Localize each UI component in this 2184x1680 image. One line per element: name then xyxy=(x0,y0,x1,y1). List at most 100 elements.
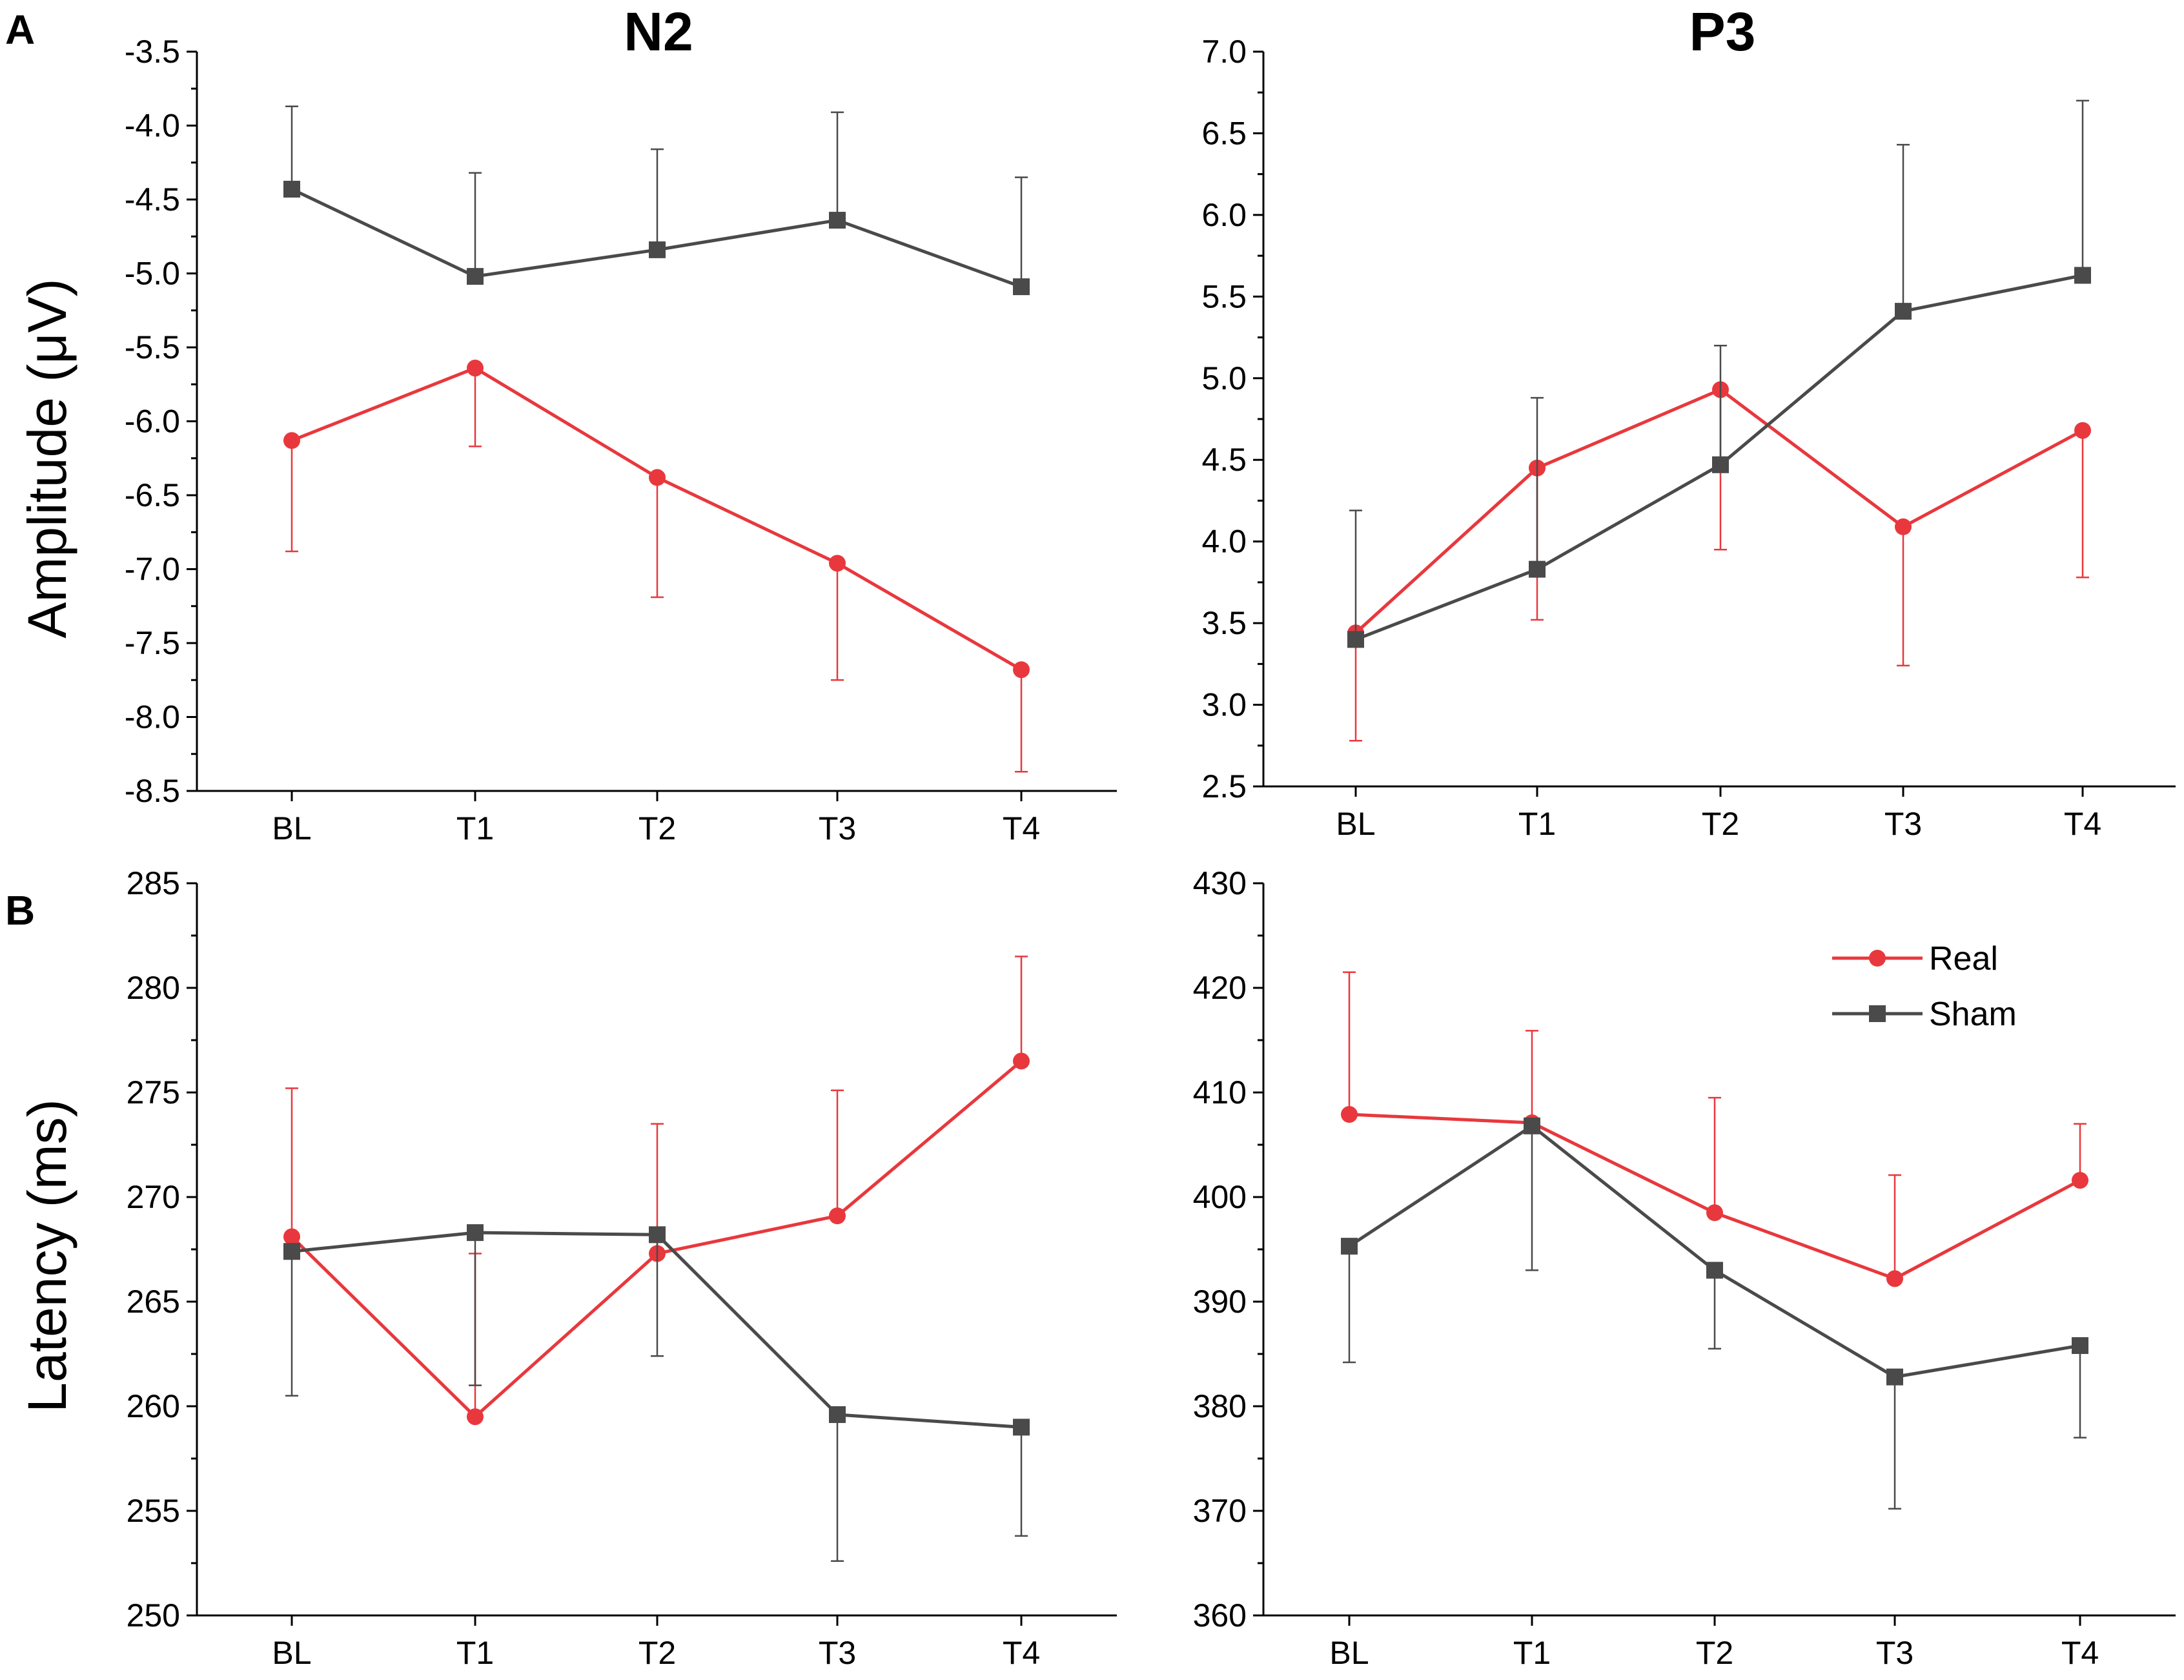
x-tick-label-n2-amplitude: T2 xyxy=(638,810,676,846)
data-point-sham xyxy=(2074,267,2091,284)
data-point-sham xyxy=(1529,560,1546,578)
y-tick-label-n2-amplitude: -3.5 xyxy=(125,34,180,70)
y-tick-label-n2-latency: 285 xyxy=(127,865,180,901)
y-axis-label-latency: Latency (ms) xyxy=(17,1099,77,1412)
x-tick-label-p3-amplitude: BL xyxy=(1336,806,1375,842)
panel-letter-b: B xyxy=(5,887,35,934)
data-point-real xyxy=(1013,661,1030,679)
y-axis-label-amplitude: Amplitude (μV) xyxy=(17,278,77,638)
x-tick-label-n2-latency: T2 xyxy=(638,1635,676,1671)
data-point-real xyxy=(829,1207,846,1225)
y-tick-label-n2-amplitude: -6.0 xyxy=(125,404,180,440)
data-point-sham xyxy=(283,180,300,198)
data-point-real xyxy=(283,432,300,449)
y-tick-label-n2-amplitude: -5.0 xyxy=(125,256,180,292)
data-point-sham xyxy=(649,241,666,258)
chart-p3-amplitude: 2.5 3.0 3.5 4.0 4.5 5.0 5.5 6.0 6.5 7.0 BL T1 T2 T3 T4 xyxy=(1201,34,2176,842)
x-tick-label-p3-latency: BL xyxy=(1329,1635,1369,1671)
y-tick-label-p3-amplitude: 4.5 xyxy=(1201,442,1247,478)
y-tick-label-p3-latency: 430 xyxy=(1193,865,1247,901)
data-point-real xyxy=(1341,1106,1358,1123)
x-tick-label-p3-latency: T1 xyxy=(1513,1635,1551,1671)
data-point-sham xyxy=(1347,631,1364,648)
x-tick-label-n2-amplitude: BL xyxy=(272,810,311,846)
data-point-sham xyxy=(467,1224,484,1242)
legend-sham-marker xyxy=(1869,1005,1886,1022)
y-tick-label-n2-amplitude: -4.5 xyxy=(125,181,180,218)
data-point-sham xyxy=(467,268,484,285)
y-tick-label-n2-amplitude: -7.0 xyxy=(125,551,180,588)
x-tick-label-n2-amplitude: T4 xyxy=(1003,810,1040,846)
y-tick-label-p3-latency: 390 xyxy=(1193,1284,1247,1320)
data-point-real xyxy=(1706,1204,1723,1222)
chart-n2-amplitude: -3.5 -4.0 -4.5 -5.0 -5.5 -6.0 -6.5 -7.0 -7.5 -8.0… xyxy=(125,34,1117,846)
y-tick-label-n2-amplitude: -7.5 xyxy=(125,625,180,661)
data-point-real xyxy=(467,1408,484,1426)
y-tick-label-p3-amplitude: 2.5 xyxy=(1201,768,1247,804)
y-tick-label-n2-amplitude: -8.5 xyxy=(125,773,180,809)
data-point-sham xyxy=(829,1406,846,1423)
x-tick-label-n2-latency: T3 xyxy=(819,1635,856,1671)
data-point-real xyxy=(2072,1172,2088,1189)
y-tick-label-p3-amplitude: 6.0 xyxy=(1201,197,1247,233)
x-tick-label-n2-amplitude: T1 xyxy=(456,810,494,846)
y-tick-label-p3-amplitude: 6.5 xyxy=(1201,115,1247,151)
y-tick-label-n2-latency: 275 xyxy=(127,1074,180,1111)
x-tick-label-p3-amplitude: T2 xyxy=(1702,806,1739,842)
data-point-sham xyxy=(1013,278,1030,296)
data-point-sham xyxy=(1886,1368,1903,1386)
data-point-sham xyxy=(1706,1262,1723,1279)
y-tick-label-n2-latency: 250 xyxy=(127,1597,180,1634)
y-tick-label-p3-amplitude: 5.5 xyxy=(1201,278,1247,314)
y-tick-label-n2-latency: 255 xyxy=(127,1493,180,1529)
y-tick-label-p3-latency: 410 xyxy=(1193,1074,1247,1111)
data-point-real xyxy=(283,1228,300,1245)
y-tick-label-p3-amplitude: 3.5 xyxy=(1201,605,1247,641)
x-tick-label-p3-amplitude: T1 xyxy=(1518,806,1556,842)
data-point-real xyxy=(829,555,846,572)
y-tick-label-p3-latency: 370 xyxy=(1193,1493,1247,1529)
y-tick-label-p3-latency: 420 xyxy=(1193,970,1247,1006)
x-tick-label-n2-latency: BL xyxy=(272,1635,311,1671)
panel-letter-a: A xyxy=(5,6,35,53)
legend-real-marker xyxy=(1869,950,1886,967)
legend: Real Sham xyxy=(1832,940,2017,1033)
y-tick-label-n2-latency: 265 xyxy=(127,1284,180,1320)
y-tick-label-p3-amplitude: 4.0 xyxy=(1201,524,1247,560)
chart-n2-latency: 250 255 260 265 270 275 280 285 BL T1 T2 T3 T4 xyxy=(127,865,1117,1671)
y-tick-label-p3-latency: 360 xyxy=(1193,1597,1247,1634)
data-point-sham xyxy=(1013,1419,1030,1436)
data-point-sham xyxy=(283,1243,300,1260)
y-tick-label-p3-latency: 380 xyxy=(1193,1388,1247,1424)
legend-sham-label: Sham xyxy=(1929,996,2017,1033)
data-point-sham xyxy=(1524,1117,1540,1134)
y-tick-label-n2-latency: 280 xyxy=(127,970,180,1006)
x-tick-label-n2-amplitude: T3 xyxy=(819,810,856,846)
legend-real-label: Real xyxy=(1929,940,1998,978)
y-tick-label-p3-amplitude: 3.0 xyxy=(1201,687,1247,723)
x-tick-label-p3-amplitude: T4 xyxy=(2064,806,2101,842)
data-point-sham xyxy=(2072,1337,2088,1355)
data-point-sham xyxy=(829,212,846,229)
x-tick-label-p3-latency: T2 xyxy=(1696,1635,1733,1671)
x-tick-label-p3-amplitude: T3 xyxy=(1884,806,1922,842)
x-tick-label-n2-latency: T4 xyxy=(1003,1635,1040,1671)
y-tick-label-n2-amplitude: -6.5 xyxy=(125,477,180,513)
data-point-sham xyxy=(1895,303,1912,320)
chart-p3-latency: 360 370 380 390 400 410 420 430 BL T1 T2 T3 T4 xyxy=(1193,865,2176,1671)
x-tick-label-n2-latency: T1 xyxy=(456,1635,494,1671)
y-tick-label-n2-amplitude: -8.0 xyxy=(125,699,180,735)
x-tick-label-p3-latency: T4 xyxy=(2061,1635,2099,1671)
y-tick-label-p3-amplitude: 7.0 xyxy=(1201,34,1247,70)
column-title-n2: N2 xyxy=(624,1,693,62)
y-tick-label-n2-latency: 270 xyxy=(127,1179,180,1215)
data-point-real xyxy=(649,469,666,486)
data-point-real xyxy=(2074,422,2091,439)
data-point-real xyxy=(1013,1052,1030,1070)
data-point-sham xyxy=(649,1226,666,1244)
data-point-real xyxy=(467,360,484,377)
data-point-real xyxy=(1895,518,1912,535)
data-point-sham xyxy=(1341,1238,1358,1255)
